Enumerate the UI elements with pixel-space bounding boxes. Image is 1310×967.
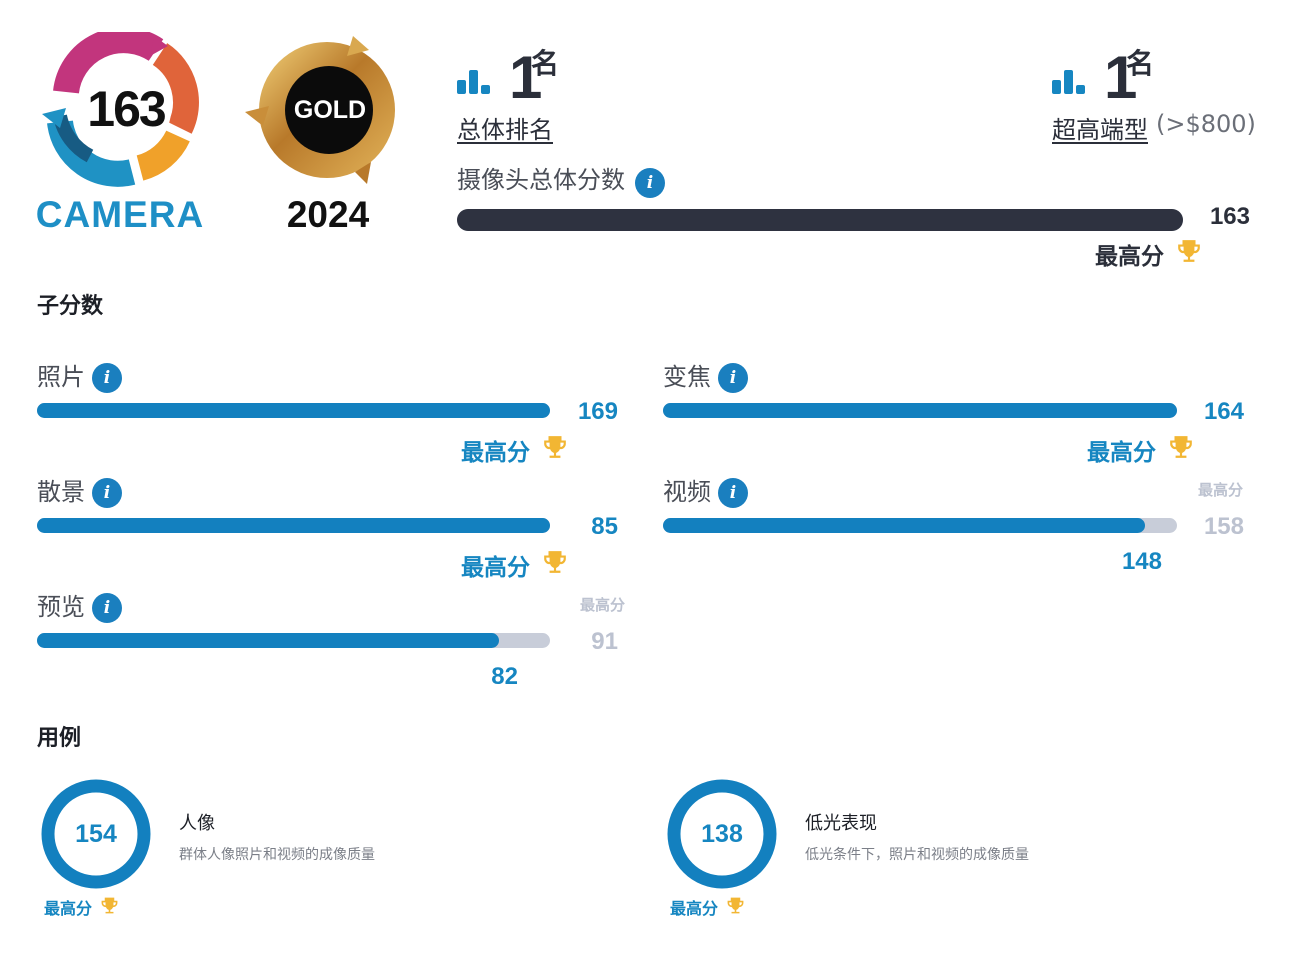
best-score-value: 91 xyxy=(591,628,618,655)
camera-label: CAMERA xyxy=(35,194,205,235)
gold-medal-logo xyxy=(245,36,395,184)
info-icon[interactable]: i xyxy=(92,478,122,508)
trophy-icon xyxy=(1178,240,1200,262)
segment-rank-suffix: 名 xyxy=(1126,47,1155,80)
segment-price-range: (>$800) xyxy=(1156,110,1256,138)
sub-score-fill xyxy=(37,403,550,418)
best-score-value: 158 xyxy=(1203,513,1244,540)
use-case-score: 138 xyxy=(701,820,743,848)
score-ring xyxy=(667,779,777,889)
sub-score-name: 变焦 xyxy=(663,363,711,391)
sub-score-fill xyxy=(37,518,550,533)
overall-score-title: 摄像头总体分数 xyxy=(457,166,625,194)
sub-scores-title: 子分数 xyxy=(37,294,104,319)
overall-score-fill xyxy=(457,209,1183,231)
use-cases-title: 用例 xyxy=(37,726,82,751)
segment-rank-link[interactable]: 超高端型 xyxy=(1052,116,1148,144)
overall-score-value: 163 xyxy=(1209,203,1250,230)
sub-score-value: 85 xyxy=(591,513,618,540)
best-score-label: 最高分 xyxy=(1087,440,1156,466)
sub-score-fill xyxy=(663,403,1177,418)
camera-score-logo xyxy=(42,32,199,187)
best-score-label: 最高分 xyxy=(461,440,530,466)
bar-chart-icon xyxy=(1052,68,1090,94)
info-icon[interactable]: i xyxy=(718,478,748,508)
best-score-label: 最高分 xyxy=(461,555,530,581)
sub-score-bar xyxy=(37,403,550,418)
overall-score-bar xyxy=(457,209,1183,231)
overall-ranking: 1 名 总体排名 xyxy=(457,44,657,144)
sub-score-value: 169 xyxy=(577,398,618,425)
bar-chart-icon xyxy=(457,68,495,94)
best-score-small-label: 最高分 xyxy=(1198,481,1244,499)
gold-text: GOLD xyxy=(293,96,367,124)
sub-score-bar xyxy=(663,403,1177,418)
use-case-score: 154 xyxy=(75,820,117,848)
sub-score-name: 散景 xyxy=(37,478,85,506)
use-case-description: 低光条件下，照片和视频的成像质量 xyxy=(805,847,1029,863)
use-case-title: 人像 xyxy=(179,813,215,834)
sub-score-name: 视频 xyxy=(663,478,711,506)
sub-score-bar xyxy=(37,633,550,648)
info-icon[interactable]: i xyxy=(718,363,748,393)
trophy-icon xyxy=(544,551,566,573)
info-icon[interactable]: i xyxy=(92,593,122,623)
sub-score-name: 照片 xyxy=(37,363,85,391)
sub-score-fill xyxy=(37,633,500,648)
sub-score-name: 预览 xyxy=(37,593,85,621)
sub-score-value: 82 xyxy=(491,663,518,690)
use-case-title: 低光表现 xyxy=(805,813,877,834)
sub-score-bar xyxy=(37,518,550,533)
trophy-icon xyxy=(727,897,744,914)
best-score-label: 最高分 xyxy=(44,899,93,918)
sub-score-fill xyxy=(663,518,1145,533)
sub-score-bar xyxy=(663,518,1177,533)
best-score-small-label: 最高分 xyxy=(580,596,626,614)
info-icon[interactable]: i xyxy=(92,363,122,393)
use-case-description: 群体人像照片和视频的成像质量 xyxy=(179,847,375,863)
sub-score-value: 148 xyxy=(1121,548,1162,575)
segment-rank-number: 1 xyxy=(1104,44,1138,111)
trophy-icon xyxy=(544,436,566,458)
overall-best-label: 最高分 xyxy=(1095,244,1164,270)
sub-score-value: 164 xyxy=(1203,398,1244,425)
year-label: 2024 xyxy=(286,194,370,235)
overall-rank-suffix: 名 xyxy=(531,47,560,80)
trophy-icon xyxy=(1170,436,1192,458)
overall-rank-link[interactable]: 总体排名 xyxy=(457,116,553,144)
overall-rank-number: 1 xyxy=(509,44,543,111)
camera-score-number: 163 xyxy=(87,81,166,137)
segment-ranking: 1 名 超高端型 (>$800) xyxy=(1052,44,1262,144)
best-score-label: 最高分 xyxy=(670,899,719,918)
score-ring xyxy=(41,779,151,889)
info-icon[interactable]: i xyxy=(635,168,665,198)
trophy-icon xyxy=(101,897,118,914)
